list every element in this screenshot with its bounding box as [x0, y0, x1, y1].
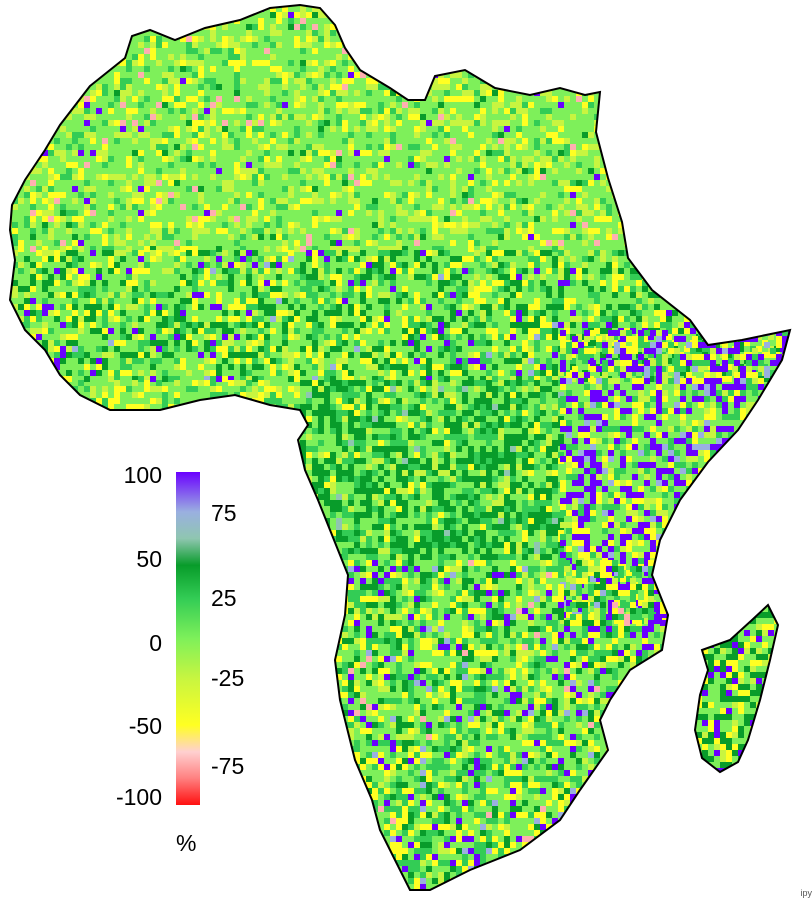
colorbar-tick-neg75: -75 [211, 753, 245, 779]
colorbar-tick-25: 25 [211, 585, 237, 611]
colorbar-tick-neg100: -100 [115, 784, 162, 810]
credit-text: ipy [800, 888, 812, 898]
colorbar-tick-75: 75 [211, 500, 237, 526]
colorbar-tick-50: 50 [136, 546, 162, 572]
colorbar-unit: % [176, 830, 197, 856]
colorbar-tick-neg25: -25 [211, 665, 245, 691]
colorbar-tick-0: 0 [149, 630, 162, 656]
colorbar [176, 472, 200, 805]
colorbar-tick-100: 100 [123, 462, 162, 488]
colorbar-tick-neg50: -50 [128, 713, 162, 739]
raster-block [300, 380, 564, 560]
madagascar-coastline [693, 603, 780, 774]
africa-coastline [8, 3, 792, 891]
colorbar-gradient [176, 472, 200, 805]
coastline [8, 3, 792, 891]
